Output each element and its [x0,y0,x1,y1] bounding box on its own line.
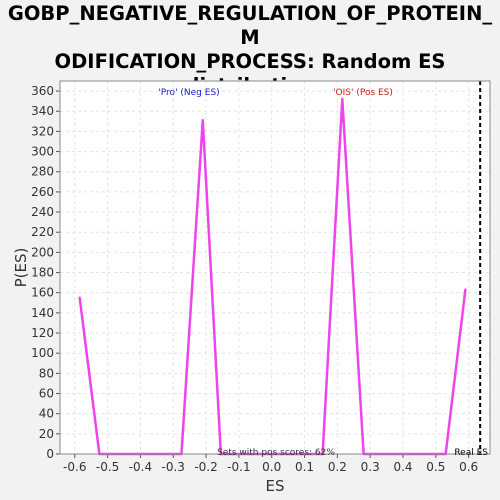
y-tick-label: 180 [31,266,54,280]
y-tick-label: 0 [46,447,54,461]
sets-with-pos-scores-annotation: Sets with pos scores: 62% [217,448,335,458]
y-tick-label: 80 [39,366,54,380]
x-tick-label: -0.4 [129,460,152,474]
data-point [201,119,204,122]
pos-es-annotation: 'OIS' (Pos ES) [333,88,393,98]
y-tick-label: 200 [31,245,54,259]
y-tick-label: 100 [31,346,54,360]
y-tick-label: 140 [31,306,54,320]
chart-title-line-1: GOBP_NEGATIVE_REGULATION_OF_PROTEIN_M [7,2,493,49]
x-tick-label: -0.2 [194,460,217,474]
y-tick-label: 300 [31,145,54,159]
x-tick-label: 0.1 [295,460,314,474]
x-tick-label: 0.3 [361,460,380,474]
x-tick-label: -0.6 [63,460,86,474]
y-tick-label: 220 [31,225,54,239]
data-point [464,288,467,291]
x-tick-label: -0.5 [96,460,119,474]
y-tick-label: 20 [39,427,54,441]
y-tick-label: 40 [39,407,54,421]
y-axis-ticks: 0 20 40 60 80 100 120 140 160 180 200 220 240 260 280 3… [31,84,60,461]
x-tick-label: 0.4 [393,460,412,474]
chart-title-line-2: ODIFICATION_PROCESS: Random ES [54,50,446,73]
y-tick-label: 340 [31,104,54,118]
y-tick-label: 360 [31,84,54,98]
y-tick-label: 320 [31,124,54,138]
x-axis-ticks: -0.6 -0.5 -0.4 -0.3 -0.2 -0.1 0.0 0.1 0.2 0.3 0.4 0… [63,454,478,474]
x-axis-label: ES [266,477,285,495]
x-tick-label: -0.1 [227,460,250,474]
x-tick-label: 0.0 [262,460,281,474]
data-point [341,97,344,101]
x-tick-label: -0.3 [162,460,185,474]
y-tick-label: 60 [39,387,54,401]
plot-border [59,80,491,455]
x-tick-label: 0.2 [328,460,347,474]
y-tick-label: 160 [31,286,54,300]
data-point [78,296,81,299]
neg-es-annotation: 'Pro' (Neg ES) [158,88,219,98]
grid-lines [60,81,490,455]
y-tick-label: 280 [31,165,54,179]
plot-area [60,81,490,454]
x-tick-label: 0.5 [426,460,445,474]
y-axis-label: P(ES) [12,248,30,288]
y-tick-label: 260 [31,185,54,199]
real-es-annotation: Real ES [454,448,488,458]
y-tick-label: 240 [31,205,54,219]
x-tick-label: 0.6 [459,460,478,474]
y-tick-label: 120 [31,326,54,340]
